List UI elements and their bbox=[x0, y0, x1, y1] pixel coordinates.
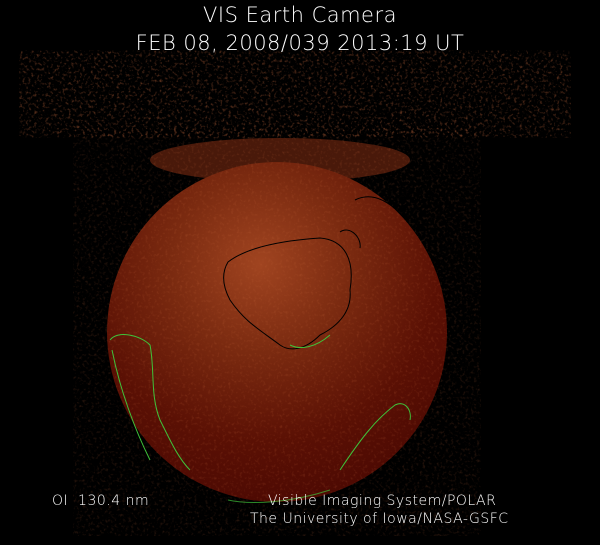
africa-coastline bbox=[339, 403, 411, 471]
image-title: VIS Earth Camera bbox=[203, 3, 397, 27]
credit-line-2: The University of Iowa/NASA-GSFC bbox=[250, 511, 509, 527]
coastline-north bbox=[339, 196, 411, 249]
wavelength-label: OI 130.4 nm bbox=[52, 493, 150, 509]
coastline-bottom bbox=[227, 489, 331, 503]
timestamp: FEB 08, 2008/039 2013:19 UT bbox=[135, 31, 465, 55]
credit-line-1: Visible Imaging System/POLAR bbox=[268, 493, 497, 509]
disk-texture bbox=[107, 162, 447, 502]
antarctica-coastline bbox=[223, 237, 352, 350]
south-america-coastline bbox=[109, 334, 191, 471]
noise-band bbox=[65, 58, 525, 130]
antarctic-peninsula-coastline bbox=[289, 334, 331, 348]
limb-glow bbox=[150, 138, 410, 182]
